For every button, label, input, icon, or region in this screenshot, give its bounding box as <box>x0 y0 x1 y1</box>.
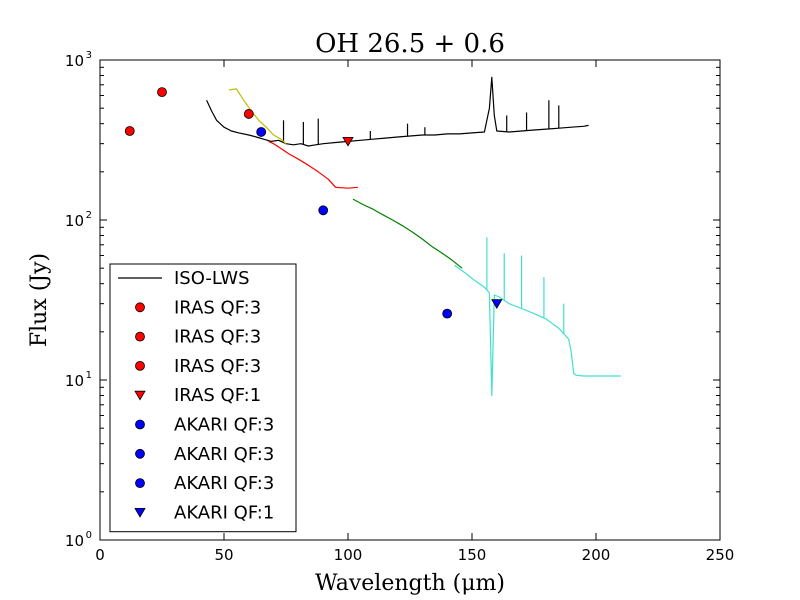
marker-iras-qf-3-5 <box>124 126 135 136</box>
legend-swatch-circle <box>135 448 145 459</box>
series-line-1 <box>228 88 287 145</box>
legend: ISO-LWS IRAS QF:3 IRAS QF:3 IRAS QF:3 IRAS Q… <box>109 263 297 533</box>
series-line-3 <box>352 198 463 269</box>
legend-label: IRAS QF:3 <box>174 297 261 318</box>
marker-iras-qf-1-8 <box>342 136 354 147</box>
marker-akari-qf-1-12 <box>491 299 503 309</box>
marker-akari-qf-3-9 <box>256 127 267 137</box>
chart-title: OH 26.5 + 0.6 <box>315 29 505 59</box>
x-tick-label: 250 <box>706 546 735 564</box>
x-tick-label: 200 <box>582 546 611 564</box>
legend-label: IRAS QF:1 <box>174 385 261 406</box>
legend-label: IRAS QF:3 <box>174 327 261 348</box>
legend-swatch-circle <box>135 478 145 489</box>
series-line-4 <box>454 264 621 397</box>
legend-label: AKARI QF:1 <box>174 502 274 523</box>
x-tick-label: 50 <box>214 546 233 564</box>
x-axis-label: Wavelength (μm) <box>315 571 505 596</box>
y-tick-exponent: 0 <box>86 530 92 541</box>
y-tick-label: 10 <box>65 52 84 70</box>
legend-swatch-triangle <box>134 390 146 401</box>
axes-frame <box>99 59 721 541</box>
marker-akari-qf-3-11 <box>442 308 453 319</box>
y-tick-exponent: 3 <box>86 50 92 61</box>
legend-swatch-circle <box>135 419 145 430</box>
legend-swatch-circle <box>135 302 145 313</box>
marker-akari-qf-3-10 <box>318 205 329 216</box>
y-axis-label: Flux (Jy) <box>27 253 52 347</box>
y-tick-label: 10 <box>65 372 84 390</box>
x-tick-label: 0 <box>95 546 105 564</box>
x-tick-label: 150 <box>458 546 487 564</box>
plot-area <box>124 76 621 397</box>
marker-iras-qf-3-6 <box>157 87 167 98</box>
y-tick-label: 10 <box>65 532 84 550</box>
series-line-0 <box>206 76 589 147</box>
legend-label: ISO-LWS <box>174 268 250 289</box>
legend-label: AKARI QF:3 <box>174 415 274 436</box>
marker-iras-qf-3-7 <box>243 109 254 119</box>
legend-swatch-circle <box>135 331 145 342</box>
y-tick-exponent: 1 <box>86 370 92 381</box>
legend-swatch-circle <box>135 360 145 371</box>
x-tick-label: 100 <box>334 546 363 564</box>
legend-label: AKARI QF:3 <box>174 444 274 465</box>
series-line-2 <box>268 140 358 189</box>
y-tick-label: 10 <box>65 212 84 230</box>
y-tick-exponent: 2 <box>86 210 92 221</box>
legend-swatch-triangle <box>134 507 146 518</box>
legend-label: IRAS QF:3 <box>174 356 261 377</box>
legend-label: AKARI QF:3 <box>174 473 274 494</box>
